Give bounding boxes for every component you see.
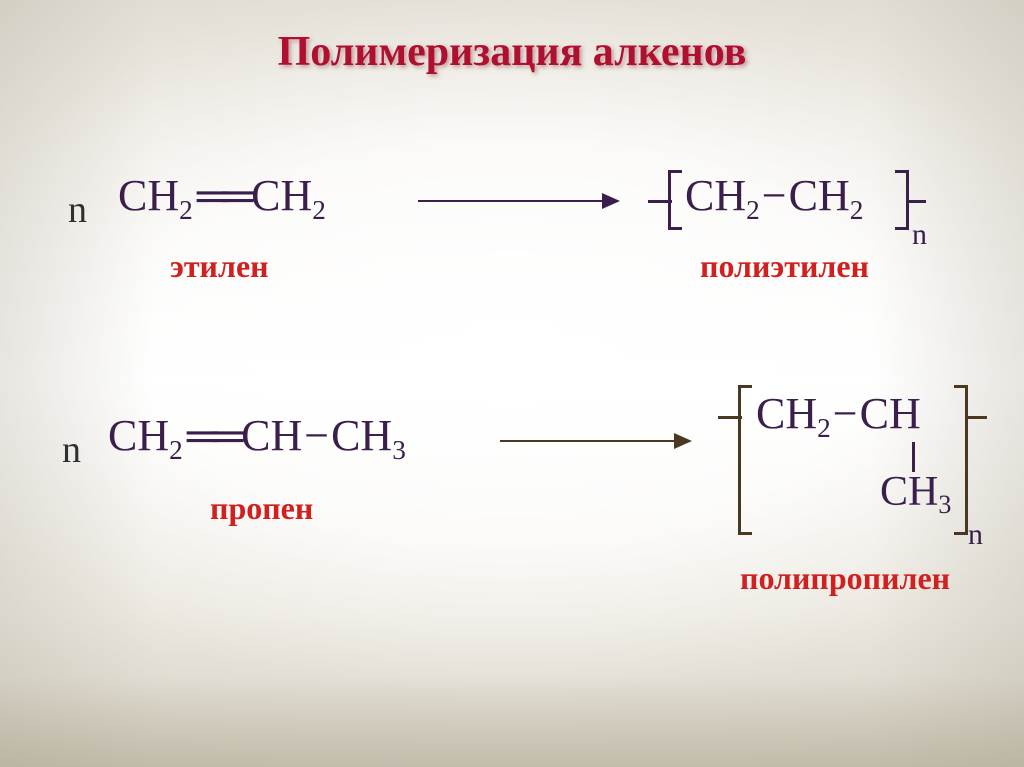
r2-coefficient: n <box>62 428 81 472</box>
r1-coefficient: n <box>68 188 87 232</box>
r2-mon-bond2: − <box>302 411 331 460</box>
r1-bracket-l <box>668 170 682 230</box>
r1-prod-lead-r <box>906 200 926 203</box>
r2-product-n: n <box>968 518 983 552</box>
r2-mon-c3: CH <box>331 411 392 460</box>
r2-prod-s1: 2 <box>817 413 831 443</box>
r1-mon-c1: CH <box>118 171 179 220</box>
r1-mon-c2: CH <box>251 171 312 220</box>
r2-prod-c1: CH <box>756 389 817 438</box>
r2-branch-c: CH <box>880 469 938 515</box>
r2-product-branch: CH3 <box>880 468 951 516</box>
r2-branch-s: 3 <box>938 490 951 519</box>
slide-title: Полимеризация алкенов <box>0 28 1024 76</box>
r1-mon-s2: 2 <box>312 195 326 225</box>
r2-prod-bond: − <box>831 389 860 438</box>
r2-prod-c2: CH <box>860 389 921 438</box>
r1-product-n: n <box>912 218 927 252</box>
r2-product-top: CH2−CH <box>756 388 921 439</box>
r2-mon-bond1: ══ <box>183 411 241 460</box>
r2-monomer: CH2══CH−CH3 <box>108 410 406 461</box>
r2-bracket-l <box>738 385 752 535</box>
r1-arrow <box>418 200 618 202</box>
r2-mon-s3: 3 <box>392 435 406 465</box>
r2-mon-c1: CH <box>108 411 169 460</box>
r1-mon-s1: 2 <box>179 195 193 225</box>
r1-prod-s1: 2 <box>746 195 760 225</box>
r2-bracket-r <box>954 385 968 535</box>
r1-prod-c2: CH <box>789 171 850 220</box>
r1-monomer: CH2══CH2 <box>118 170 326 221</box>
r2-monomer-label: пропен <box>210 490 313 527</box>
r1-prod-s2: 2 <box>850 195 864 225</box>
r1-mon-bond: ══ <box>193 171 251 220</box>
slide-content: Полимеризация алкенов n CH2══CH2 этилен … <box>0 0 1024 767</box>
r2-mon-c2: CH <box>241 411 302 460</box>
r2-arrow <box>500 440 690 442</box>
r2-product-label: полипропилен <box>740 560 950 597</box>
r1-prod-bond: − <box>760 171 789 220</box>
r1-prod-c1: CH <box>685 171 746 220</box>
r1-product-label: полиэтилен <box>700 248 869 285</box>
r2-mon-s1: 2 <box>169 435 183 465</box>
r1-monomer-label: этилен <box>170 248 269 285</box>
r2-prod-lead-r <box>965 416 987 419</box>
r1-product: CH2−CH2 <box>685 170 863 221</box>
